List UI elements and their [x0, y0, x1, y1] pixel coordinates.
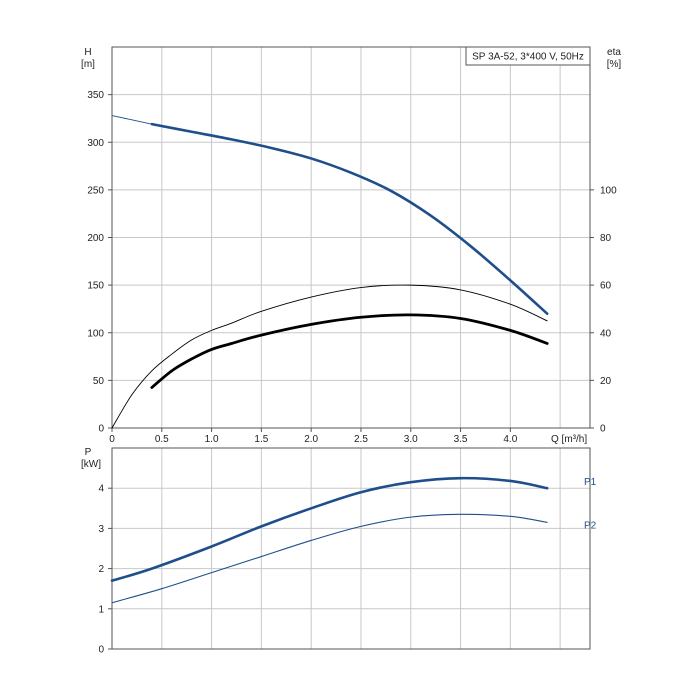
x-tick-label: 1.0: [205, 434, 219, 445]
efficiency-curve-thin: [111, 284, 548, 429]
power-curve-p1: [110, 476, 549, 582]
p-tick-label: 0: [98, 645, 104, 656]
legend-label-p2: P2: [584, 520, 597, 531]
head-curve-thin: [111, 115, 153, 125]
y-axis-label: H: [84, 47, 91, 58]
y2-tick-label: 0: [600, 424, 606, 435]
chart-title: SP 3A-52, 3*400 V, 50Hz: [472, 52, 584, 63]
p-tick-label: 2: [98, 564, 104, 575]
efficiency-curve-thick: [150, 313, 549, 389]
y2-tick-label: 100: [600, 185, 617, 196]
y-tick-label: 200: [87, 233, 104, 244]
y-axis-unit: [m]: [81, 59, 95, 70]
p-axis-label: P: [85, 447, 92, 458]
p-tick-label: 1: [98, 604, 104, 615]
y-tick-label: 50: [93, 376, 105, 387]
x-tick-label: 0.5: [155, 434, 169, 445]
x-tick-label: 2.5: [354, 434, 368, 445]
x-tick-label: 3.0: [404, 434, 418, 445]
x-tick-label: 2.0: [304, 434, 318, 445]
x-tick-label: 0: [109, 434, 115, 445]
p-tick-label: 4: [98, 484, 104, 495]
y-tick-label: 100: [87, 328, 104, 339]
plot-frame-bottom: [111, 447, 591, 650]
y-tick-label: 0: [98, 424, 104, 435]
y2-axis-label: eta: [607, 47, 621, 58]
x-tick-label: 1.5: [254, 434, 268, 445]
y2-tick-label: 60: [600, 281, 612, 292]
head-curve-thick: [150, 122, 549, 315]
p-tick-label: 3: [98, 524, 104, 535]
y2-tick-label: 80: [600, 233, 612, 244]
chart-title-box: [465, 46, 591, 66]
y-tick-label: 150: [87, 281, 104, 292]
y2-tick-label: 20: [600, 376, 612, 387]
x-axis-label: Q [m³/h]: [551, 434, 587, 445]
y-tick-label: 350: [87, 90, 104, 101]
legend-label-p1: P1: [584, 477, 597, 488]
x-tick-label: 3.5: [454, 434, 468, 445]
x-tick-label: 4.0: [503, 434, 517, 445]
p-axis-unit: [kW]: [81, 459, 101, 470]
y2-tick-label: 40: [600, 328, 612, 339]
y-tick-label: 300: [87, 138, 104, 149]
y2-axis-unit: [%]: [607, 59, 622, 70]
power-curve-p2: [111, 513, 548, 604]
y-tick-label: 250: [87, 185, 104, 196]
